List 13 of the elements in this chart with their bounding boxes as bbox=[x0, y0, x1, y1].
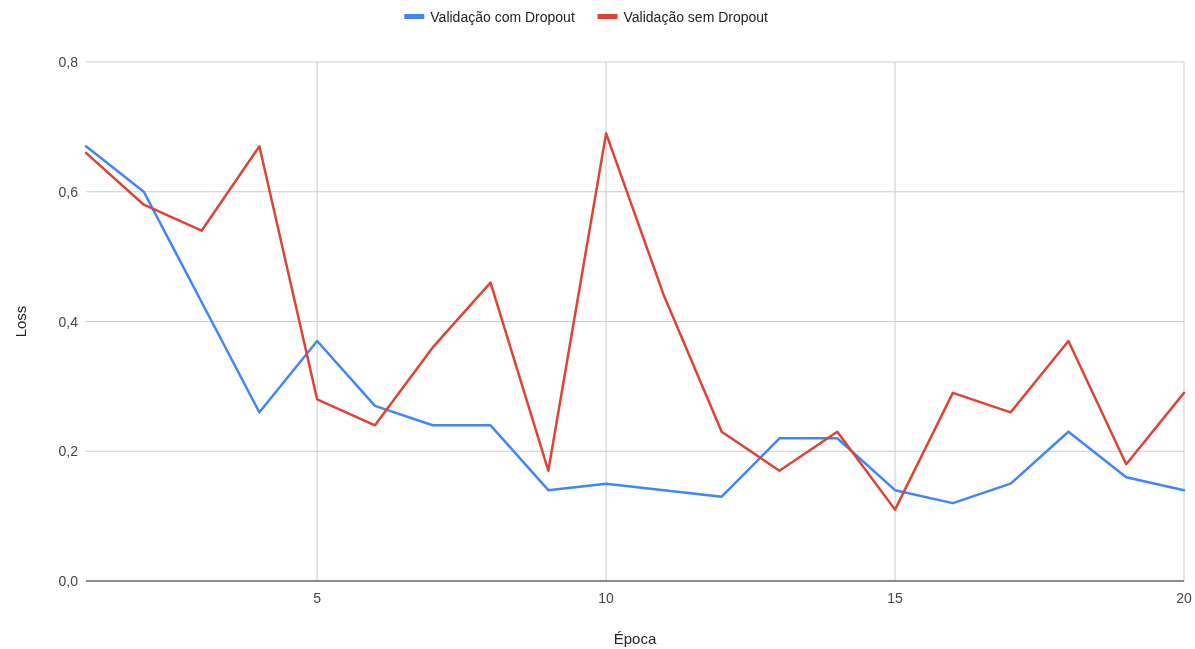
x-tick-label: 15 bbox=[887, 590, 904, 606]
x-tick-label: 5 bbox=[313, 590, 322, 606]
x-tick-label: 10 bbox=[598, 590, 615, 606]
x-tick-label: 20 bbox=[1176, 590, 1192, 606]
x-axis-title: Época bbox=[613, 630, 657, 647]
y-tick-label: 0,2 bbox=[58, 443, 79, 460]
y-tick-label: 0,6 bbox=[58, 183, 79, 200]
y-tick-label: 0,4 bbox=[58, 313, 79, 330]
legend-label: Validação com Dropout bbox=[430, 9, 575, 25]
y-tick-label: 0,8 bbox=[58, 54, 79, 70]
legend-label: Validação sem Dropout bbox=[623, 9, 769, 25]
y-axis-title: Loss bbox=[12, 305, 29, 338]
y-tick-label: 0,0 bbox=[58, 573, 79, 589]
